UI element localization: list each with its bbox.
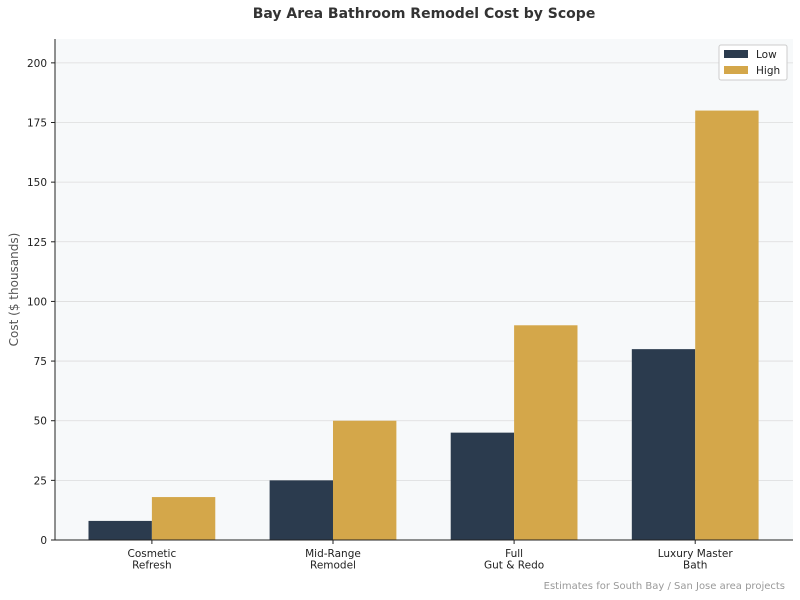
- legend-label: Low: [756, 49, 777, 61]
- y-tick-label: 150: [27, 177, 47, 189]
- y-tick-label: 100: [27, 296, 47, 308]
- y-tick-label: 200: [27, 58, 47, 70]
- y-tick-label: 25: [34, 475, 47, 487]
- legend-label: High: [756, 65, 780, 77]
- bar-low: [631, 349, 696, 540]
- bar-low: [88, 520, 152, 540]
- x-tick-label: Remodel: [310, 560, 356, 572]
- bar-low: [450, 432, 515, 540]
- y-tick-label: 125: [27, 237, 47, 249]
- x-tick-label: Full: [505, 548, 523, 560]
- x-tick-label: Bath: [683, 560, 707, 572]
- footnote: Estimates for South Bay / San Jose area …: [543, 581, 785, 592]
- bar-high: [695, 110, 759, 541]
- x-tick-label: Mid-Range: [305, 548, 361, 560]
- bar-high: [151, 497, 216, 540]
- x-tick-label: Luxury Master: [658, 548, 734, 560]
- y-tick-label: 50: [34, 416, 47, 428]
- y-axis-label: Cost ($ thousands): [7, 233, 21, 347]
- legend-swatch-low: [724, 50, 748, 58]
- x-tick-label: Gut & Redo: [484, 560, 544, 572]
- bar-high: [514, 325, 578, 540]
- x-tick-label: Cosmetic: [128, 548, 177, 560]
- legend-swatch-high: [724, 66, 748, 74]
- chart-title: Bay Area Bathroom Remodel Cost by Scope: [252, 6, 596, 22]
- bar-low: [269, 480, 333, 540]
- y-tick-label: 75: [34, 356, 47, 368]
- bar-high: [332, 420, 397, 540]
- y-tick-label: 0: [40, 535, 47, 547]
- x-tick-label: Refresh: [132, 560, 172, 572]
- y-tick-label: 175: [27, 118, 47, 130]
